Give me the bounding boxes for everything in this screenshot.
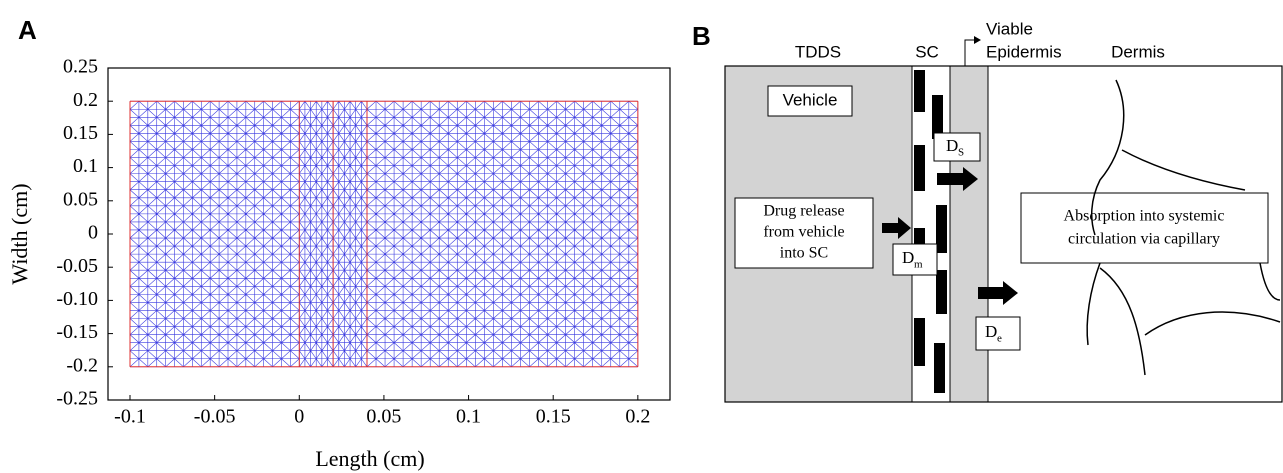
- absorption-text: circulation via capillary: [1068, 231, 1220, 248]
- panel-label: A: [18, 15, 37, 45]
- x-tick-label: 0.1: [456, 406, 481, 428]
- y-tick-label: -0.2: [66, 354, 98, 376]
- absorption-text: Absorption into systemic: [1064, 208, 1225, 225]
- capillary: [1121, 149, 1246, 191]
- coef: D: [985, 322, 997, 341]
- layer-label: SC: [915, 42, 939, 61]
- panel-a: A Length (cm) Width (cm) -0.1 -0.05 0 0.05 0…: [7, 15, 671, 471]
- epidermis-layer: [950, 66, 988, 402]
- panel-b: B TDDS SC Viable Epidermis Dermis Vehicl…: [692, 19, 1283, 403]
- panel-label: B: [692, 21, 711, 51]
- brick: [914, 70, 925, 112]
- layer-label: Epidermis: [986, 42, 1062, 61]
- absorption-box: [1020, 192, 1269, 264]
- y-tick-label: -0.10: [56, 288, 98, 310]
- release-box: [734, 197, 874, 269]
- release-text: from vehicle: [763, 224, 844, 241]
- flux-arrow: [978, 281, 1018, 305]
- flux-arrow: [882, 217, 911, 239]
- y-tick-label: -0.05: [56, 255, 98, 277]
- y-tick-label: -0.15: [56, 321, 98, 343]
- mesh: [366, 100, 639, 368]
- x-tick-label: 0: [294, 406, 304, 428]
- y-axis-label: Width (cm): [7, 183, 32, 284]
- coef-box: [933, 132, 981, 162]
- mesh: [129, 100, 300, 368]
- capillary: [1090, 79, 1125, 236]
- coef-box: [975, 316, 1021, 351]
- brick: [914, 145, 925, 191]
- release-text: Drug release: [763, 203, 844, 220]
- coef-box: [892, 243, 938, 276]
- layer-label: TDDS: [795, 42, 841, 61]
- vehicle-label: Vehicle: [783, 90, 838, 109]
- x-tick-label: 0.2: [625, 406, 650, 428]
- y-tick-label: 0.1: [73, 155, 98, 177]
- capillary: [1099, 267, 1146, 376]
- brick: [914, 318, 925, 366]
- brick: [936, 270, 947, 314]
- vehicle-box: [767, 85, 853, 117]
- x-tick-label: -0.1: [114, 406, 146, 428]
- capillary: [1144, 311, 1281, 336]
- y-tick-label: 0.05: [63, 188, 98, 210]
- y-tick-label: -0.25: [56, 388, 98, 410]
- brick: [934, 343, 945, 393]
- x-tick-label: 0.15: [536, 406, 571, 428]
- coef-sub: m: [914, 259, 923, 271]
- coef: D: [946, 136, 958, 155]
- mesh: [298, 100, 334, 368]
- layer-label: Dermis: [1111, 42, 1165, 61]
- capillary: [1086, 262, 1101, 346]
- capillary: [1259, 262, 1281, 301]
- y-tick-label: 0.25: [63, 56, 98, 78]
- capillaries: [1086, 79, 1281, 376]
- flux-arrow: [937, 167, 978, 191]
- layer-label: Viable: [986, 19, 1033, 38]
- x-axis-label: Length (cm): [315, 446, 424, 471]
- coef-sub: S: [958, 147, 964, 159]
- release-text: into SC: [780, 245, 828, 262]
- coef: D: [902, 248, 914, 267]
- x-tick-label: 0.05: [366, 406, 401, 428]
- y-tick-label: 0.2: [73, 89, 98, 111]
- pointer: [964, 39, 976, 66]
- diagram-frame: [724, 65, 1283, 403]
- brick: [932, 95, 943, 139]
- y-tick-label: 0: [88, 222, 98, 244]
- mesh: [332, 100, 368, 368]
- coef-sub: e: [997, 333, 1002, 345]
- brick: [936, 205, 947, 253]
- x-tick-label: -0.05: [194, 406, 236, 428]
- pointer-head: [974, 36, 981, 44]
- y-tick-label: 0.15: [63, 122, 98, 144]
